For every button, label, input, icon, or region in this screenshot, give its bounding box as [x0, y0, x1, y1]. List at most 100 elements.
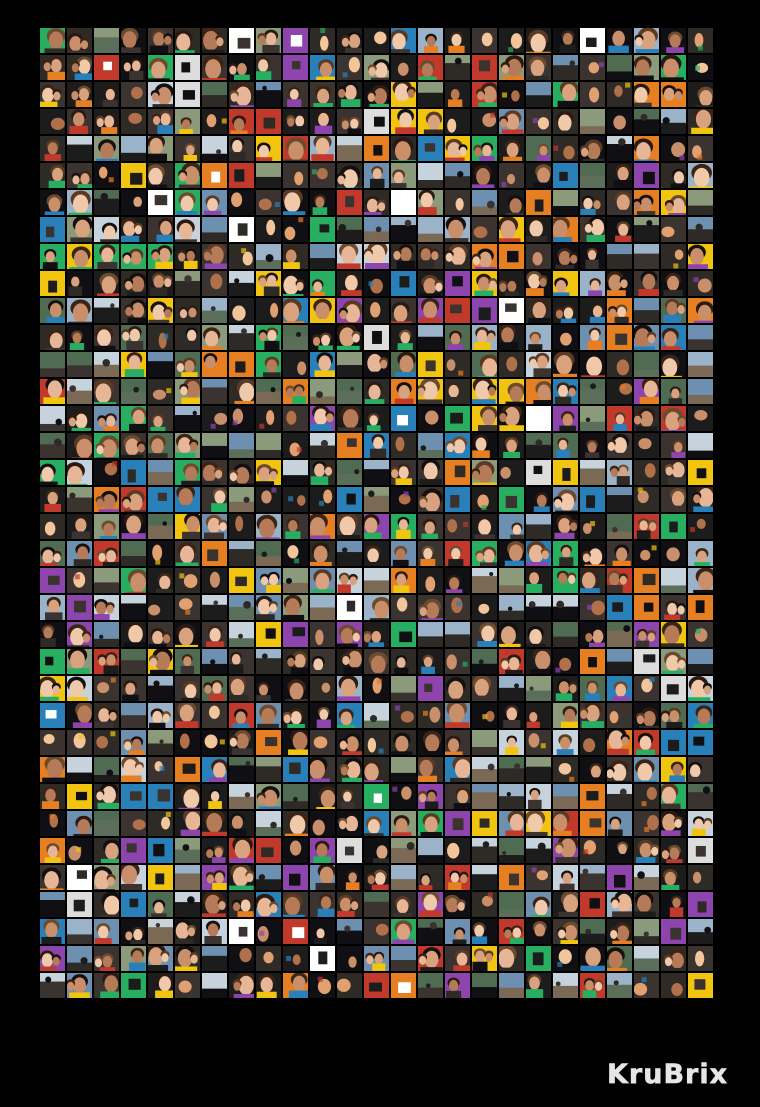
photo-thumbnail — [445, 298, 470, 323]
photo-thumbnail — [364, 28, 389, 53]
photo-thumbnail — [391, 541, 416, 566]
photo-thumbnail — [283, 298, 308, 323]
photo-thumbnail — [553, 460, 578, 485]
photo-thumbnail — [40, 109, 65, 134]
photo-thumbnail — [499, 217, 524, 242]
photo-thumbnail — [229, 325, 254, 350]
photo-thumbnail — [499, 730, 524, 755]
photo-thumbnail — [391, 406, 416, 431]
photo-thumbnail — [553, 298, 578, 323]
photo-thumbnail — [472, 838, 497, 863]
photo-thumbnail — [526, 28, 551, 53]
photo-thumbnail — [202, 865, 227, 890]
photo-thumbnail — [688, 973, 713, 998]
photo-thumbnail — [121, 406, 146, 431]
photo-thumbnail — [472, 325, 497, 350]
photo-thumbnail — [256, 55, 281, 80]
photo-thumbnail — [580, 487, 605, 512]
photo-thumbnail — [499, 568, 524, 593]
photo-thumbnail — [580, 919, 605, 944]
photo-thumbnail — [175, 244, 200, 269]
photo-thumbnail — [580, 460, 605, 485]
photo-thumbnail — [202, 541, 227, 566]
photo-thumbnail — [175, 541, 200, 566]
photo-thumbnail — [526, 325, 551, 350]
photo-thumbnail — [40, 460, 65, 485]
photo-thumbnail — [391, 892, 416, 917]
photo-thumbnail — [580, 244, 605, 269]
photo-thumbnail — [634, 82, 659, 107]
photo-thumbnail — [202, 163, 227, 188]
photo-thumbnail — [526, 55, 551, 80]
photo-thumbnail — [202, 514, 227, 539]
photo-thumbnail — [553, 784, 578, 809]
photo-thumbnail — [67, 865, 92, 890]
photo-thumbnail — [283, 109, 308, 134]
photo-thumbnail — [310, 244, 335, 269]
photo-thumbnail — [607, 379, 632, 404]
photo-thumbnail — [94, 865, 119, 890]
photo-thumbnail — [445, 379, 470, 404]
photo-thumbnail — [310, 136, 335, 161]
photo-thumbnail — [310, 946, 335, 971]
photo-thumbnail — [661, 217, 686, 242]
photo-thumbnail — [337, 82, 362, 107]
photo-thumbnail — [67, 757, 92, 782]
photo-thumbnail — [688, 379, 713, 404]
photo-thumbnail — [121, 298, 146, 323]
photo-thumbnail — [661, 460, 686, 485]
photo-thumbnail — [337, 406, 362, 431]
photo-thumbnail — [202, 217, 227, 242]
photo-thumbnail — [67, 28, 92, 53]
photo-thumbnail — [553, 838, 578, 863]
photo-thumbnail — [67, 973, 92, 998]
photo-thumbnail — [634, 649, 659, 674]
photo-thumbnail — [94, 406, 119, 431]
photo-thumbnail — [148, 919, 173, 944]
photo-thumbnail — [337, 730, 362, 755]
photo-thumbnail — [391, 325, 416, 350]
photo-thumbnail — [94, 271, 119, 296]
photo-thumbnail — [67, 892, 92, 917]
photo-thumbnail — [67, 730, 92, 755]
photo-thumbnail — [688, 109, 713, 134]
photo-thumbnail — [94, 757, 119, 782]
photo-thumbnail — [688, 433, 713, 458]
photo-thumbnail — [499, 811, 524, 836]
photo-thumbnail — [688, 325, 713, 350]
photo-thumbnail — [553, 811, 578, 836]
photo-thumbnail — [418, 595, 443, 620]
photo-thumbnail — [418, 946, 443, 971]
photo-thumbnail — [364, 352, 389, 377]
photo-thumbnail — [67, 568, 92, 593]
photo-thumbnail — [121, 892, 146, 917]
photo-thumbnail — [418, 811, 443, 836]
photo-thumbnail — [229, 865, 254, 890]
photo-thumbnail — [526, 433, 551, 458]
photo-thumbnail — [283, 946, 308, 971]
photo-thumbnail — [364, 973, 389, 998]
photo-thumbnail — [202, 271, 227, 296]
photo-thumbnail — [229, 676, 254, 701]
photo-thumbnail — [391, 298, 416, 323]
photo-thumbnail — [499, 109, 524, 134]
photo-thumbnail — [67, 244, 92, 269]
photo-thumbnail — [580, 298, 605, 323]
photo-thumbnail — [418, 460, 443, 485]
photo-thumbnail — [148, 82, 173, 107]
photo-thumbnail — [337, 352, 362, 377]
photo-thumbnail — [688, 28, 713, 53]
photo-thumbnail — [688, 460, 713, 485]
photo-thumbnail — [661, 136, 686, 161]
photo-thumbnail — [418, 244, 443, 269]
photo-thumbnail — [40, 82, 65, 107]
photo-thumbnail — [553, 217, 578, 242]
photo-thumbnail — [499, 622, 524, 647]
photo-thumbnail — [148, 730, 173, 755]
photo-thumbnail — [364, 406, 389, 431]
photo-thumbnail — [688, 271, 713, 296]
photo-thumbnail — [526, 298, 551, 323]
photo-thumbnail — [67, 703, 92, 728]
photo-thumbnail — [310, 622, 335, 647]
photo-thumbnail — [580, 163, 605, 188]
